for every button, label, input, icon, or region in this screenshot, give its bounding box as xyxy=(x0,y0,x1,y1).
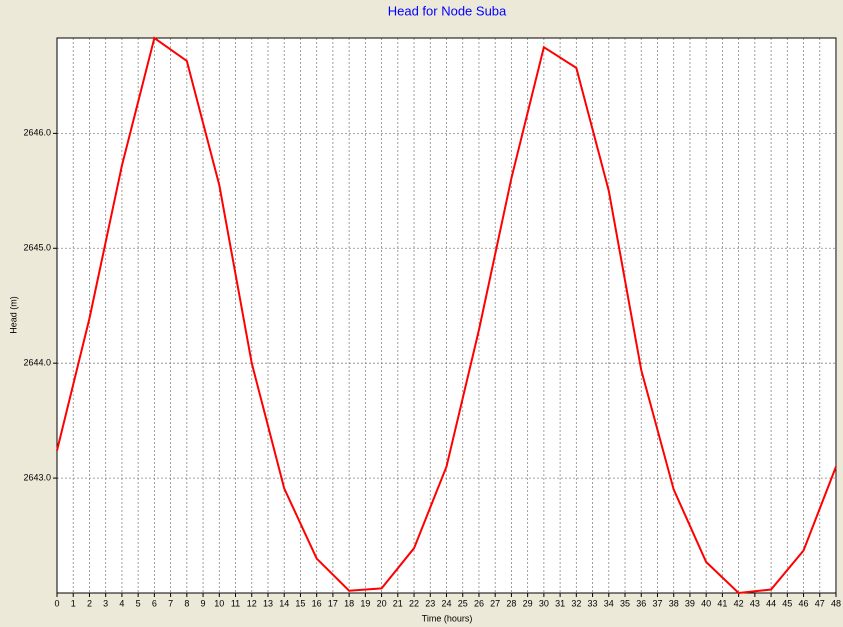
x-tick-label: 33 xyxy=(588,598,598,608)
x-tick-label: 8 xyxy=(184,598,189,608)
x-tick-label: 40 xyxy=(701,598,711,608)
x-tick-label: 19 xyxy=(360,598,370,608)
x-tick-label: 36 xyxy=(636,598,646,608)
x-tick-label: 45 xyxy=(782,598,792,608)
x-tick-label: 15 xyxy=(295,598,305,608)
x-tick-label: 9 xyxy=(201,598,206,608)
x-tick-label: 21 xyxy=(393,598,403,608)
x-tick-label: 35 xyxy=(620,598,630,608)
x-tick-label: 31 xyxy=(555,598,565,608)
x-tick-label: 24 xyxy=(441,598,451,608)
y-axis-label: Head (m) xyxy=(8,296,18,334)
x-tick-label: 23 xyxy=(425,598,435,608)
x-tick-label: 3 xyxy=(103,598,108,608)
x-tick-label: 17 xyxy=(328,598,338,608)
x-tick-label: 48 xyxy=(831,598,841,608)
x-tick-label: 10 xyxy=(214,598,224,608)
x-tick-label: 28 xyxy=(506,598,516,608)
x-tick-label: 22 xyxy=(409,598,419,608)
x-tick-label: 32 xyxy=(571,598,581,608)
x-tick-label: 25 xyxy=(458,598,468,608)
x-tick-label: 41 xyxy=(717,598,727,608)
x-tick-label: 7 xyxy=(168,598,173,608)
x-axis-label: Time (hours) xyxy=(422,613,473,623)
plot-frame xyxy=(56,37,837,594)
y-tick-label: 2644.0 xyxy=(23,358,51,368)
data-line xyxy=(56,36,837,595)
x-tick-label: 38 xyxy=(669,598,679,608)
x-tick-label: 18 xyxy=(344,598,354,608)
x-tick-label: 44 xyxy=(766,598,776,608)
x-tick-label: 43 xyxy=(750,598,760,608)
x-tick-label: 39 xyxy=(685,598,695,608)
x-tick-label: 30 xyxy=(539,598,549,608)
x-tick-label: 12 xyxy=(247,598,257,608)
x-tick-label: 34 xyxy=(604,598,614,608)
x-tick-label: 26 xyxy=(474,598,484,608)
x-tick-label: 14 xyxy=(279,598,289,608)
y-tick-label: 2645.0 xyxy=(23,243,51,253)
x-tick-label: 4 xyxy=(119,598,124,608)
x-tick-label: 2 xyxy=(87,598,92,608)
y-tick-label: 2646.0 xyxy=(23,128,51,138)
x-tick-label: 11 xyxy=(231,598,240,608)
x-tick-label: 20 xyxy=(377,598,387,608)
x-tick-label: 0 xyxy=(54,598,59,608)
x-tick-label: 42 xyxy=(734,598,744,608)
chart-title: Head for Node Suba xyxy=(388,3,507,18)
x-tick-label: 5 xyxy=(136,598,141,608)
x-tick-label: 1 xyxy=(71,598,76,608)
x-tick-label: 46 xyxy=(799,598,809,608)
x-tick-label: 16 xyxy=(312,598,322,608)
x-tick-label: 37 xyxy=(652,598,662,608)
y-tick-label: 2643.0 xyxy=(23,472,51,482)
x-tick-label: 29 xyxy=(523,598,533,608)
x-tick-label: 6 xyxy=(152,598,157,608)
plot-area xyxy=(57,38,837,593)
x-tick-label: 13 xyxy=(263,598,273,608)
x-tick-label: 27 xyxy=(490,598,500,608)
x-tick-label: 47 xyxy=(815,598,825,608)
